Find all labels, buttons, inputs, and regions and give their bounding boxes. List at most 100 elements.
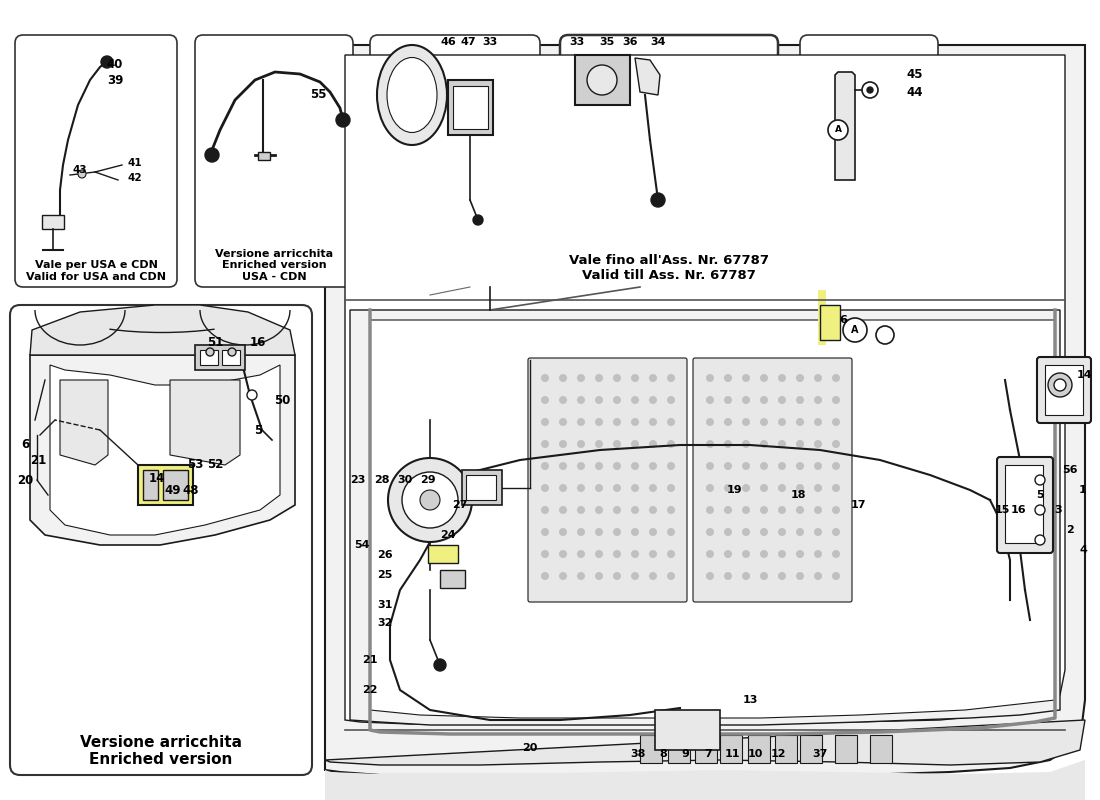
Circle shape [796,572,804,580]
FancyBboxPatch shape [695,735,717,763]
Circle shape [420,490,440,510]
Circle shape [778,396,786,404]
Text: 46: 46 [440,37,455,47]
Text: passion for parts: passion for parts [515,454,886,586]
FancyBboxPatch shape [835,735,857,763]
FancyBboxPatch shape [10,305,312,775]
Circle shape [595,506,603,514]
Circle shape [742,462,750,470]
Circle shape [613,484,621,492]
Text: 55: 55 [310,89,327,102]
Circle shape [706,506,714,514]
Circle shape [724,462,732,470]
Circle shape [595,396,603,404]
Circle shape [760,572,768,580]
Text: 9: 9 [681,749,689,759]
Circle shape [667,550,675,558]
Circle shape [473,215,483,225]
Text: 25: 25 [377,570,393,580]
Text: 4: 4 [1079,545,1087,555]
Circle shape [742,440,750,448]
Circle shape [814,440,822,448]
Text: 3: 3 [1054,505,1062,515]
FancyBboxPatch shape [138,465,192,505]
Circle shape [724,396,732,404]
Circle shape [649,462,657,470]
Circle shape [541,550,549,558]
Circle shape [578,506,585,514]
Circle shape [832,506,840,514]
Circle shape [724,572,732,580]
Text: 13: 13 [742,695,758,705]
Text: 53: 53 [187,458,204,471]
Circle shape [796,440,804,448]
Circle shape [541,462,549,470]
Circle shape [101,56,113,68]
Circle shape [724,506,732,514]
Polygon shape [324,45,1085,775]
Circle shape [388,458,472,542]
Circle shape [541,396,549,404]
Circle shape [649,374,657,382]
FancyBboxPatch shape [453,86,488,129]
FancyBboxPatch shape [466,475,496,500]
Circle shape [434,659,446,671]
Text: Versione arricchita
Enriched version
USA - CDN: Versione arricchita Enriched version USA… [214,249,333,282]
Text: 10: 10 [747,749,762,759]
Text: 51: 51 [207,335,223,349]
FancyBboxPatch shape [15,35,177,287]
Circle shape [595,374,603,382]
Circle shape [578,440,585,448]
Circle shape [578,374,585,382]
FancyBboxPatch shape [370,35,540,287]
FancyBboxPatch shape [870,735,892,763]
Circle shape [1035,475,1045,485]
Text: 6: 6 [21,438,29,451]
Circle shape [649,550,657,558]
Text: 45: 45 [906,69,923,82]
FancyBboxPatch shape [654,710,720,750]
Text: 52: 52 [207,458,223,471]
Circle shape [742,528,750,536]
Circle shape [760,396,768,404]
Text: 42: 42 [128,173,142,183]
Circle shape [613,418,621,426]
Text: 44: 44 [906,86,923,98]
FancyBboxPatch shape [163,470,188,500]
Circle shape [631,418,639,426]
Circle shape [814,572,822,580]
FancyBboxPatch shape [200,350,218,365]
Circle shape [541,418,549,426]
Circle shape [706,418,714,426]
Text: 11: 11 [724,749,739,759]
Circle shape [778,418,786,426]
Circle shape [778,440,786,448]
Circle shape [832,462,840,470]
Circle shape [578,528,585,536]
Text: 28: 28 [374,475,389,485]
Circle shape [742,484,750,492]
Circle shape [667,484,675,492]
Circle shape [595,484,603,492]
Text: 16: 16 [250,335,266,349]
Text: 2: 2 [1066,525,1074,535]
Text: 5: 5 [1036,490,1044,500]
Circle shape [1048,373,1072,397]
Circle shape [706,550,714,558]
Text: 23: 23 [350,475,365,485]
FancyBboxPatch shape [428,545,458,563]
Circle shape [760,374,768,382]
Text: 41: 41 [128,158,142,168]
FancyBboxPatch shape [1005,465,1043,543]
Circle shape [760,484,768,492]
Circle shape [649,396,657,404]
Circle shape [742,506,750,514]
Text: 20: 20 [16,474,33,486]
Circle shape [541,572,549,580]
Polygon shape [324,760,1085,800]
Circle shape [649,440,657,448]
Circle shape [631,462,639,470]
Circle shape [651,193,666,207]
Text: 7: 7 [704,749,712,759]
FancyBboxPatch shape [693,358,852,602]
